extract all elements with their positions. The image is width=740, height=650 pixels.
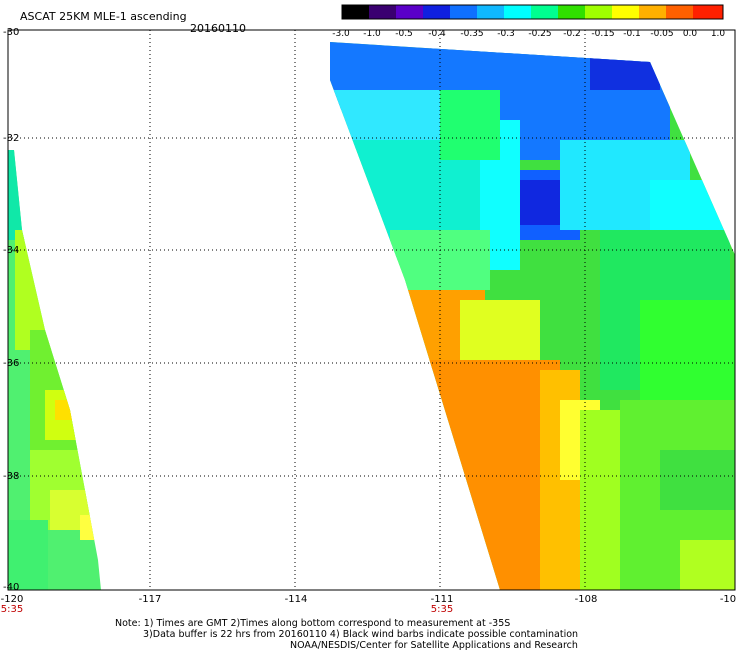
colorbar-label: -0.1	[623, 29, 641, 39]
colorbar-swatch	[639, 5, 666, 19]
east-swath	[330, 42, 735, 590]
lon-label: -111	[431, 594, 454, 605]
colorbar-label: -1.0	[363, 29, 381, 39]
lon-label: -114	[285, 594, 308, 605]
colorbar-label: -0.05	[650, 29, 673, 39]
colorbar	[341, 4, 724, 20]
colorbar-label: 1.0	[711, 29, 726, 39]
colorbar-label: -0.15	[591, 29, 614, 39]
colorbar-swatch	[585, 5, 612, 19]
colorbar-label: -0.5	[395, 29, 413, 39]
lon-label: -117	[139, 594, 162, 605]
lat-label: -34	[3, 245, 19, 256]
map-grid	[8, 30, 735, 590]
west-swath	[8, 150, 101, 590]
colorbar-labels: -3.0 -1.0 -0.5 -0.4 -0.35 -0.3 -0.25 -0.…	[332, 29, 725, 39]
lat-label: -36	[3, 358, 19, 369]
time-label: 5:35	[1, 604, 23, 615]
colorbar-swatch	[504, 5, 531, 19]
colorbar-label: -0.25	[528, 29, 551, 39]
colorbar-swatch	[342, 5, 369, 19]
time-labels: 5:35 5:35	[1, 604, 453, 615]
time-label: 5:35	[431, 604, 453, 615]
longitude-labels: -120 -117 -114 -111 -108 -10	[1, 594, 737, 605]
lon-label: -108	[575, 594, 598, 605]
lat-label: -38	[3, 471, 19, 482]
latitude-labels: -30 -32 -34 -36 -38 -40	[3, 27, 19, 593]
lat-label: -30	[3, 27, 19, 38]
colorbar-swatch	[477, 5, 504, 19]
map-frame	[7, 29, 736, 591]
lat-label: -32	[3, 133, 19, 144]
colorbar-label: 0.0	[683, 29, 698, 39]
colorbar-swatch	[450, 5, 477, 19]
footer-note-3: NOAA/NESDIS/Center for Satellite Applica…	[290, 640, 578, 650]
colorbar-swatch	[693, 5, 723, 19]
footer-note-2: 3)Data buffer is 22 hrs from 20160110 4)…	[143, 629, 578, 640]
colorbar-swatch	[612, 5, 639, 19]
colorbar-swatch	[531, 5, 558, 19]
map-date: 20160110	[190, 22, 246, 35]
lon-label: -120	[1, 594, 24, 605]
colorbar-swatch	[369, 5, 396, 19]
colorbar-swatch	[558, 5, 585, 19]
colorbar-label: -0.3	[497, 29, 515, 39]
lon-label: -10	[720, 594, 736, 605]
colorbar-label: -0.4	[428, 29, 446, 39]
colorbar-swatch	[396, 5, 423, 19]
colorbar-label: -0.2	[563, 29, 581, 39]
footer-notes: Note: 1) Times are GMT 2)Times along bot…	[115, 618, 578, 650]
lat-label: -40	[3, 582, 19, 593]
colorbar-label: -0.35	[460, 29, 483, 39]
map-title: ASCAT 25KM MLE-1 ascending	[20, 10, 187, 23]
colorbar-swatch	[423, 5, 450, 19]
colorbar-label: -3.0	[332, 29, 350, 39]
footer-note-1: Note: 1) Times are GMT 2)Times along bot…	[115, 618, 510, 629]
colorbar-swatch	[666, 5, 693, 19]
